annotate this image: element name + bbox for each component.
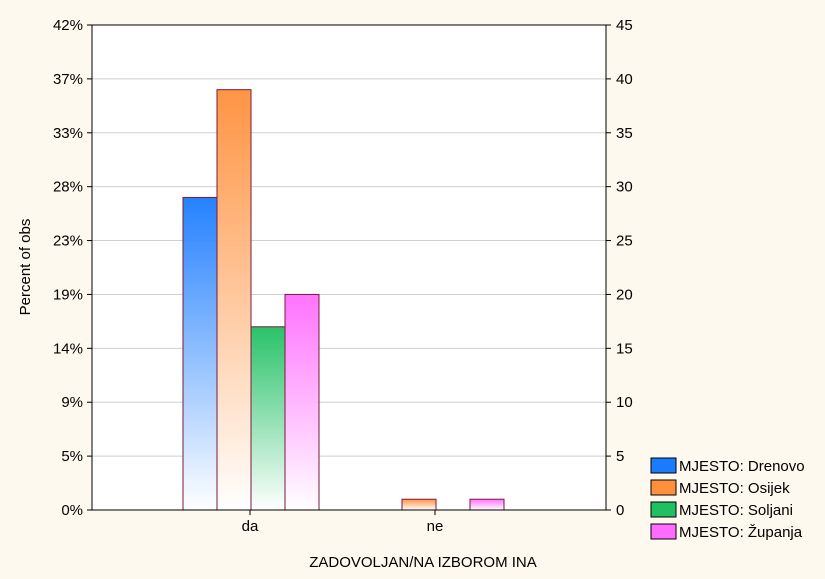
left-tick-label: 9%	[61, 394, 83, 411]
legend-label: MJESTO: Osijek	[679, 480, 790, 497]
left-tick-label: 33%	[53, 125, 83, 142]
bars	[182, 89, 505, 511]
left-tick-label: 37%	[53, 71, 83, 88]
left-tick-label: 19%	[53, 286, 83, 303]
left-tick-label: 28%	[53, 179, 83, 196]
legend-label: MJESTO: Drenovo	[679, 458, 805, 475]
x-tick-label: da	[242, 518, 259, 535]
x-axis-label: ZADOVOLJAN/NA IZBOROM INA	[309, 554, 537, 571]
bar-da-2	[216, 89, 252, 511]
bar-ne-2	[401, 498, 437, 511]
right-tick-label: 10	[616, 394, 633, 411]
legend: MJESTO: Drenovo MJESTO: Osijek MJESTO: Sol…	[650, 457, 805, 541]
right-tick-label: 30	[616, 179, 633, 196]
left-tick-label: 5%	[61, 448, 83, 465]
right-tick-label: 5	[616, 448, 624, 465]
bar-da-3	[250, 326, 286, 511]
axes: 0% 0 5% 5 9% 10 14% 15 19% 20 23% 25 28% 30 33% 35 37% 40…	[53, 17, 633, 535]
legend-swatch	[650, 457, 677, 474]
x-tick-label: ne	[427, 518, 444, 535]
legend-swatch	[650, 479, 677, 496]
right-tick-label: 0	[616, 502, 624, 519]
plot-background	[92, 25, 606, 510]
bar-da-4	[284, 293, 320, 511]
right-tick-label: 45	[616, 17, 633, 34]
right-tick-label: 35	[616, 125, 633, 142]
left-tick-label: 23%	[53, 233, 83, 250]
left-tick-label: 42%	[53, 17, 83, 34]
plot-frame	[91, 24, 607, 511]
y-axis-label: Percent of obs	[17, 219, 34, 316]
left-tick-label: 14%	[53, 340, 83, 357]
legend-label: MJESTO: Soljani	[679, 502, 793, 519]
legend-label: MJESTO: Županja	[679, 524, 803, 541]
right-tick-label: 40	[616, 71, 633, 88]
bar-ne-4	[469, 498, 505, 511]
left-tick-label: 0%	[61, 502, 83, 519]
legend-swatch	[650, 501, 677, 518]
gridlines	[92, 78, 606, 457]
bar-da-1	[182, 196, 218, 511]
legend-swatch	[650, 523, 677, 540]
right-tick-label: 25	[616, 233, 633, 250]
right-tick-label: 20	[616, 286, 633, 303]
right-tick-label: 15	[616, 340, 633, 357]
